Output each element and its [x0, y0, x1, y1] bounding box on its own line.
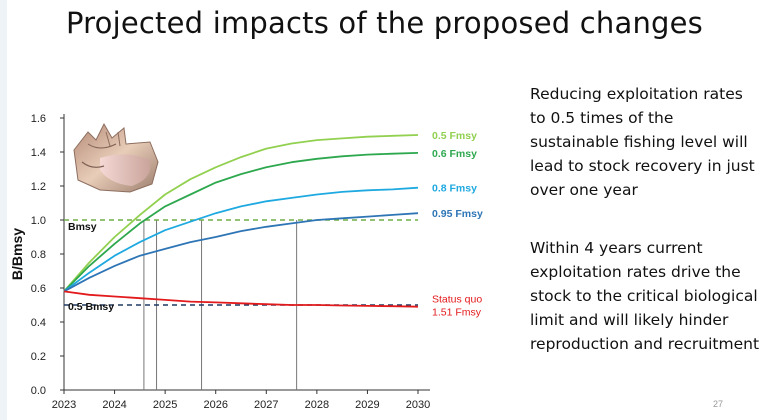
series-line	[63, 134, 419, 292]
page-number: 27	[712, 399, 723, 409]
y-tick-label: 0.4	[31, 317, 46, 329]
chart-svg: 0.0 0.2 0.4 0.6 0.8 1.0 1.2 1.4 1.6 2023 2024 2025 2…	[9, 113, 483, 411]
conch-shell-image	[73, 122, 159, 193]
series-label: 0.8 Fmsy	[432, 183, 477, 195]
series-line	[63, 290, 419, 308]
y-tick-label: 1.6	[31, 113, 46, 125]
series-label: 1.51 Fmsy	[432, 307, 482, 319]
x-tick-label: 2028	[305, 399, 329, 411]
paragraph-recovery: Reducing exploitation rates to 0.5 times…	[530, 85, 755, 199]
reference-label: Bmsy	[68, 221, 97, 233]
paragraph-status-quo-risk: Within 4 years current exploitation rate…	[530, 239, 760, 353]
y-tick-label: 1.2	[31, 181, 46, 193]
projection-chart: 0.0 0.2 0.4 0.6 0.8 1.0 1.2 1.4 1.6 2023 2024 2025 2…	[0, 100, 520, 420]
reference-label: 0.5 Bmsy	[68, 301, 114, 313]
series-line	[63, 152, 419, 293]
x-tick-label: 2026	[203, 399, 227, 411]
y-axis-title: B/Bmsy	[9, 228, 25, 280]
x-tick-label: 2023	[52, 399, 76, 411]
x-tick-label: 2029	[355, 399, 379, 411]
y-tick-label: 1.0	[31, 215, 46, 227]
x-tick-label: 2024	[102, 399, 126, 411]
series-line	[63, 212, 419, 293]
slide-title: Projected impacts of the proposed change…	[66, 6, 703, 40]
series-label: 0.6 Fmsy	[432, 148, 477, 160]
y-tick-label: 0.2	[31, 351, 46, 363]
x-tick-label: 2027	[254, 399, 278, 411]
slide-left-accent	[0, 0, 7, 420]
y-tick-label: 0.0	[31, 385, 46, 397]
series-line	[63, 186, 419, 293]
y-tick-label: 0.6	[31, 283, 46, 295]
series-label: Status quo	[432, 294, 482, 306]
x-tick-label: 2030	[406, 399, 430, 411]
x-tick-label: 2025	[153, 399, 177, 411]
y-tick-label: 1.4	[31, 147, 46, 159]
series-label: 0.95 Fmsy	[432, 208, 483, 220]
y-tick-label: 0.8	[31, 249, 46, 261]
series-label: 0.5 Fmsy	[432, 130, 477, 142]
